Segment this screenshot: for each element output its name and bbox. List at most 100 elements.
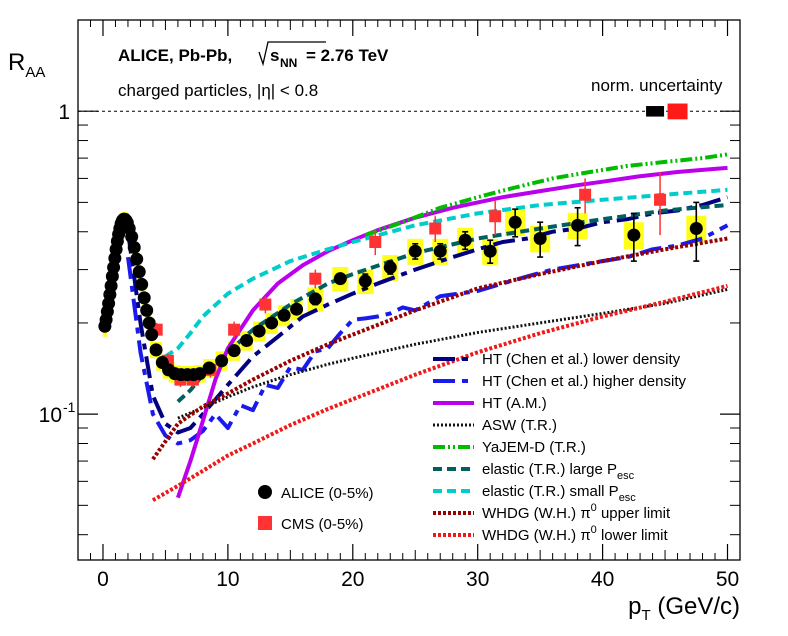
alice-point <box>227 344 241 358</box>
annotation-collision: ALICE, Pb-Pb, <box>118 46 232 65</box>
cms-point <box>654 193 667 206</box>
alice-point <box>433 244 447 258</box>
norm-uncertainty-alice <box>646 106 665 117</box>
alice-point <box>333 272 347 286</box>
legend-right-label-sup: 0 <box>591 502 597 514</box>
alice-point <box>358 274 372 288</box>
sqrt-symbol <box>258 41 326 67</box>
legend-right-label-main: YaJEM-D (T.R.) <box>482 439 586 456</box>
annotation-sqrt-s: s <box>270 46 279 65</box>
x-axis-title-sub: T <box>641 607 650 624</box>
alice-point <box>277 308 291 322</box>
cms-point <box>579 188 592 201</box>
alice-point <box>408 244 422 258</box>
x-tick-label: 20 <box>341 568 364 591</box>
alice-point <box>265 316 279 330</box>
legend: ALICE (0-5%) CMS (0-5%) HT (Chen et al.) l… <box>258 351 686 544</box>
axes-frame <box>77 19 741 561</box>
legend-left-marker <box>258 485 272 499</box>
alice-point <box>149 343 163 357</box>
alice-point <box>483 244 497 258</box>
alice-point <box>140 303 154 317</box>
model-curve-1 <box>126 223 729 446</box>
legend-right-label-main: elastic (T.R.) small P <box>482 483 619 500</box>
cms-point <box>489 210 502 223</box>
alice-point <box>533 231 547 245</box>
plot-frame <box>77 19 741 561</box>
legend-right-label: WHDG (W.H.) π0 upper limit <box>482 502 671 522</box>
alice-point <box>571 218 585 232</box>
legend-right-label-main: HT (Chen et al.) lower density <box>482 351 681 368</box>
x-tick-label: 10 <box>216 568 239 591</box>
x-tick-label: 0 <box>97 568 109 591</box>
y-tick-label: 1 <box>58 101 70 124</box>
alice-point <box>145 328 159 342</box>
x-axis-title-unit: (GeV/c) <box>651 593 740 620</box>
model-curve-7 <box>151 236 728 461</box>
alice-point <box>125 230 139 244</box>
cms-point <box>369 236 382 249</box>
alice-point <box>135 277 149 291</box>
alice-point <box>508 215 522 229</box>
alice-point <box>202 361 216 375</box>
cms-point <box>309 272 322 285</box>
legend-right-label-after: upper limit <box>597 505 671 522</box>
data-points-layer <box>98 171 703 387</box>
legend-right-label-main: elastic (T.R.) large P <box>482 461 617 478</box>
legend-left-label: ALICE (0-5%) <box>281 485 374 502</box>
y-tick-label: 10 <box>39 404 62 427</box>
alice-point <box>142 316 156 330</box>
alice-point <box>308 292 322 306</box>
alice-point <box>627 228 641 242</box>
alice-point <box>252 324 266 338</box>
x-tick-label: 50 <box>716 568 739 591</box>
legend-right-label: ASW (T.R.) <box>482 417 557 434</box>
legend-right-label-main: WHDG (W.H.) π <box>482 527 591 544</box>
alice-point <box>458 233 472 247</box>
x-tick-label: 30 <box>466 568 489 591</box>
alice-point <box>130 252 144 266</box>
alice-point <box>137 291 151 305</box>
x-axis-title: pT (GeV/c) <box>628 593 740 624</box>
model-curve-3 <box>177 287 728 420</box>
alice-point <box>104 279 118 293</box>
legend-right-label-sub: esc <box>619 492 637 504</box>
alice-point <box>193 367 207 381</box>
y-axis-title-main: R <box>8 49 25 76</box>
cms-point <box>228 323 241 336</box>
annotation-sqrt-sub: NN <box>280 56 297 70</box>
model-curve-8 <box>151 283 728 502</box>
legend-right-label: elastic (T.R.) small Pesc <box>482 483 636 504</box>
norm-uncertainty-cms <box>667 103 688 120</box>
annotation-energy: = 2.76 TeV <box>306 46 389 65</box>
model-curve-4 <box>364 152 728 237</box>
cms-point <box>429 222 442 235</box>
y-axis-title: RAA <box>8 49 45 81</box>
cms-point <box>259 298 272 311</box>
alice-point <box>215 354 229 368</box>
legend-right-label: HT (Chen et al.) higher density <box>482 373 686 390</box>
annotation-line1: ALICE, Pb-Pb, s NN = 2.76 TeV <box>118 41 389 70</box>
model-curve-6 <box>164 187 728 359</box>
annotation-particles: charged particles, |η| < 0.8 <box>118 81 318 100</box>
x-tick-label: 40 <box>591 568 614 591</box>
legend-right-label-sub: esc <box>617 470 635 482</box>
legend-right-label: WHDG (W.H.) π0 lower limit <box>482 524 668 544</box>
y-tick-exponent: -1 <box>63 399 76 415</box>
legend-right-label: HT (A.M.) <box>482 395 547 412</box>
legend-right-label-after: lower limit <box>597 527 669 544</box>
x-axis-title-main: p <box>628 593 641 620</box>
model-curves-layer <box>126 152 729 502</box>
legend-right-label: YaJEM-D (T.R.) <box>482 439 586 456</box>
legend-right-label: elastic (T.R.) large Pesc <box>482 461 635 482</box>
legend-left-marker <box>258 516 272 530</box>
legend-right-label-main: ASW (T.R.) <box>482 417 557 434</box>
alice-point <box>689 221 703 235</box>
annotation-norm-uncertainty: norm. uncertainty <box>591 76 723 95</box>
alice-point <box>290 302 304 316</box>
y-axis-title-sub: AA <box>25 64 45 81</box>
legend-left-label: CMS (0-5%) <box>281 516 364 533</box>
alice-point <box>240 334 254 348</box>
